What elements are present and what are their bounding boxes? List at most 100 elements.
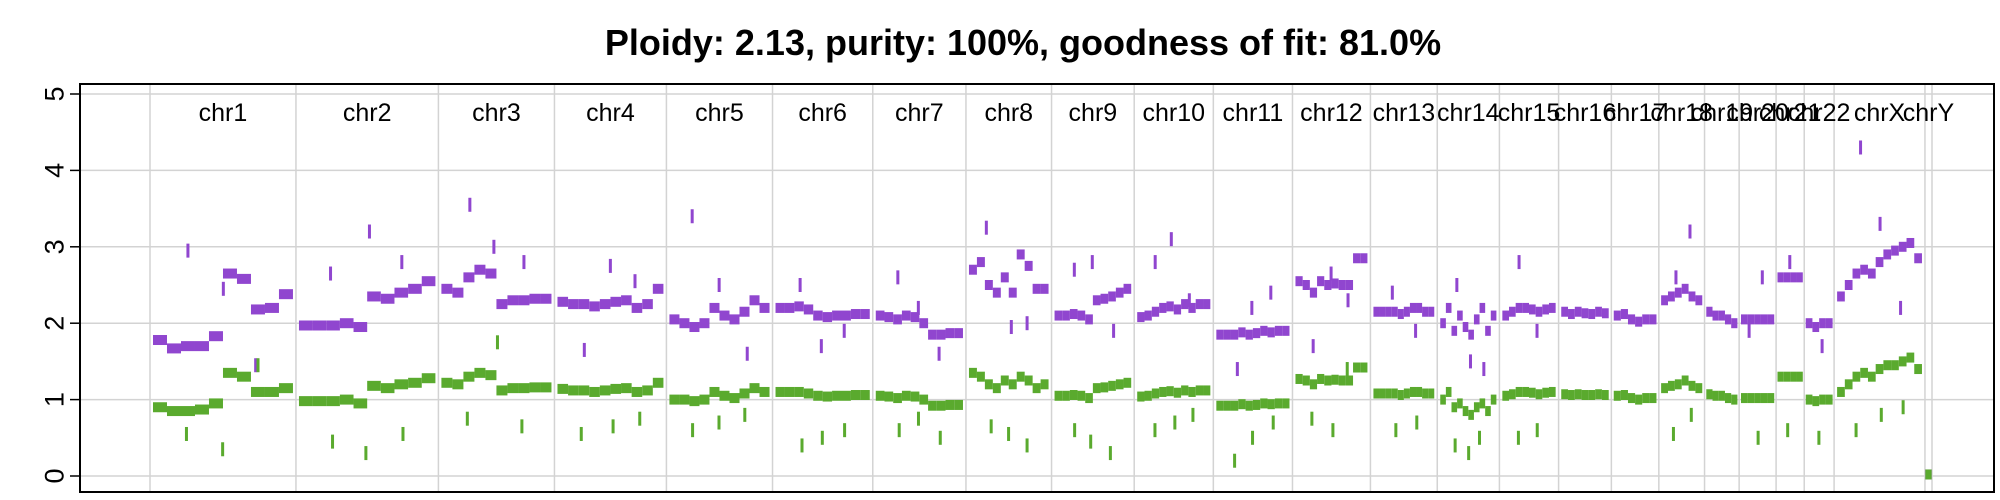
- total-cn-segment: [1837, 291, 1845, 302]
- minor-cn-segment: [1852, 371, 1861, 382]
- total-cn-segment: [496, 299, 508, 310]
- minor-cn-segment: [1100, 382, 1109, 393]
- minor-cn-segment: [1844, 379, 1853, 390]
- chromosome-label: chr10: [1142, 99, 1205, 127]
- minor-cn-outlier: [401, 426, 405, 441]
- minor-cn-segment: [421, 373, 436, 384]
- minor-cn-outlier: [1233, 453, 1237, 468]
- total-cn-segment: [1568, 309, 1575, 320]
- minor-cn-segment: [1667, 380, 1675, 391]
- total-cn-segment: [1024, 260, 1033, 271]
- minor-cn-segment: [1805, 394, 1813, 405]
- minor-cn-segment: [1203, 385, 1211, 396]
- total-cn-segment: [394, 287, 409, 298]
- total-cn-segment: [1760, 314, 1768, 325]
- minor-cn-segment: [749, 383, 760, 394]
- total-cn-segment: [1282, 325, 1290, 336]
- minor-cn-segment: [518, 383, 530, 394]
- total-cn-segment: [1515, 302, 1523, 313]
- minor-cn-outlier: [843, 423, 847, 438]
- minor-cn-segment: [1661, 383, 1668, 394]
- total-cn-segment: [353, 322, 368, 333]
- minor-cn-segment: [1649, 393, 1657, 404]
- minor-cn-outlier: [1073, 423, 1077, 438]
- minor-cn-segment: [1502, 390, 1510, 401]
- minor-cn-segment: [1674, 379, 1682, 390]
- minor-cn-outlier: [1025, 438, 1029, 453]
- minor-cn-outlier: [1108, 446, 1112, 461]
- minor-cn-segment: [1108, 380, 1116, 391]
- total-cn-segment: [507, 295, 519, 306]
- total-cn-segment: [803, 304, 814, 315]
- total-cn-segment: [589, 301, 600, 312]
- chromosome-label: chr12: [1300, 99, 1363, 127]
- minor-cn-segment: [474, 367, 486, 378]
- total-cn-segment: [621, 295, 632, 306]
- total-cn-segment: [298, 320, 313, 331]
- minor-cn-segment: [1166, 386, 1174, 397]
- total-cn-segment: [1077, 310, 1086, 321]
- minor-cn-outlier: [1271, 415, 1275, 430]
- minor-cn-segment: [1245, 400, 1253, 411]
- grid: [80, 84, 1994, 492]
- total-cn-outlier: [1760, 270, 1764, 285]
- minor-cn-segment: [1445, 386, 1452, 397]
- minor-cn-outlier: [1345, 362, 1349, 377]
- minor-cn-segment: [557, 383, 569, 394]
- minor-cn-outlier: [184, 426, 188, 441]
- total-cn-segment: [153, 335, 167, 346]
- total-cn-segment: [1166, 301, 1174, 312]
- data-points: [153, 140, 1932, 480]
- minor-cn-segment: [992, 383, 1001, 394]
- minor-cn-segment: [1181, 385, 1189, 396]
- total-cn-segment: [1008, 287, 1017, 298]
- minor-cn-segment: [1581, 390, 1589, 401]
- total-cn-segment: [1373, 306, 1380, 317]
- minor-cn-segment: [1860, 367, 1868, 378]
- minor-cn-outlier: [1689, 407, 1693, 422]
- total-cn-segment: [1144, 310, 1152, 321]
- total-cn-segment: [1123, 283, 1132, 294]
- total-cn-segment: [1457, 310, 1463, 321]
- minor-cn-segment: [1561, 389, 1569, 400]
- total-cn-segment: [1403, 306, 1410, 317]
- minor-cn-segment: [1891, 360, 1899, 371]
- minor-cn-outlier: [1310, 411, 1314, 426]
- total-cn-segment: [1906, 237, 1915, 248]
- minor-cn-segment: [1695, 383, 1703, 394]
- total-cn-segment: [919, 318, 929, 329]
- total-cn-segment: [1642, 314, 1650, 325]
- minor-cn-segment: [759, 386, 770, 397]
- total-cn-segment: [759, 302, 770, 313]
- total-cn-segment: [631, 302, 643, 313]
- total-cn-outlier: [916, 300, 920, 315]
- total-cn-segment: [610, 296, 622, 307]
- minor-cn-outlier: [1854, 423, 1858, 438]
- total-cn-segment: [529, 293, 541, 304]
- minor-cn-segment: [1574, 389, 1582, 400]
- minor-cn-segment: [699, 394, 710, 405]
- total-cn-segment: [1216, 329, 1224, 340]
- total-cn-segment: [1542, 304, 1549, 315]
- chromosome-label: chr9: [1069, 99, 1118, 127]
- total-cn-segment: [1468, 329, 1474, 340]
- chromosome-label: chrX: [1854, 99, 1906, 127]
- y-tick-label: 4: [39, 163, 69, 178]
- total-cn-outlier: [1346, 293, 1350, 308]
- total-cn-segment: [1100, 293, 1109, 304]
- total-cn-segment: [1718, 310, 1725, 321]
- minor-cn-segment: [180, 406, 195, 417]
- minor-cn-outlier: [1467, 446, 1471, 461]
- total-cn-segment: [976, 257, 985, 268]
- total-cn-segment: [893, 314, 902, 325]
- minor-cn-outlier: [1901, 400, 1905, 415]
- total-cn-segment: [928, 329, 937, 340]
- total-cn-segment: [1203, 299, 1211, 310]
- minor-cn-segment: [928, 400, 937, 411]
- total-cn-segment: [1635, 316, 1643, 327]
- total-cn-segment: [1445, 302, 1452, 313]
- minor-cn-segment: [813, 390, 823, 401]
- minor-cn-segment: [1016, 371, 1025, 382]
- minor-cn-segment: [1754, 393, 1761, 404]
